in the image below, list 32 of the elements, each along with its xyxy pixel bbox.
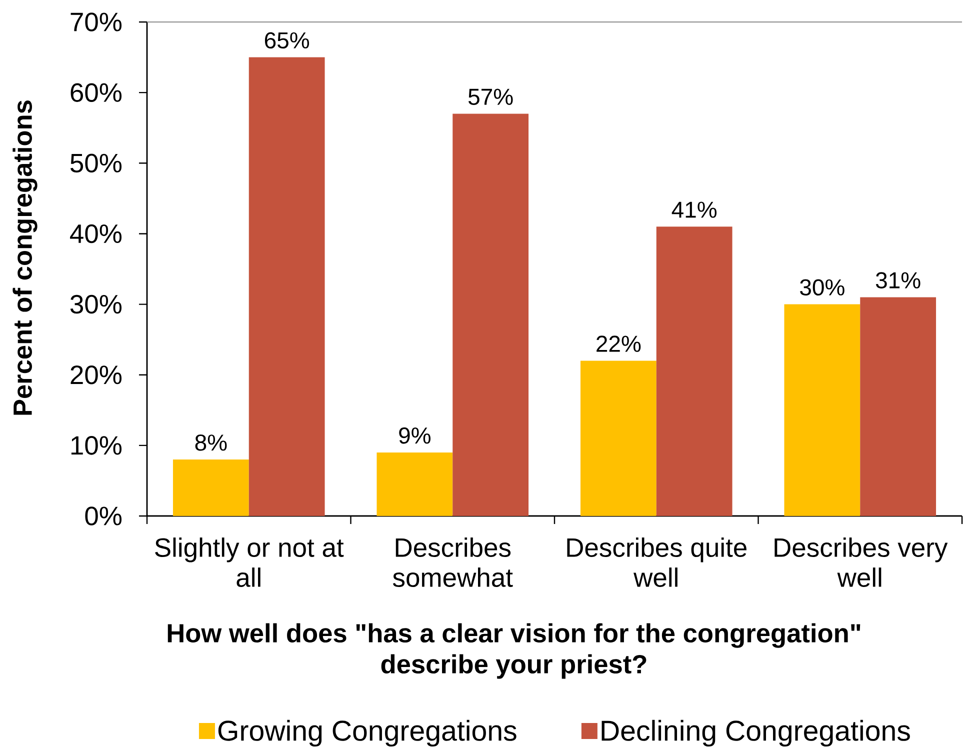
data-label: 9% [399, 427, 430, 444]
data-label: 31% [876, 272, 920, 288]
y-tick-label: 60% [70, 83, 122, 102]
y-axis-title: Percent of congregations [12, 100, 38, 415]
legend-label: Declining Congregations [602, 720, 910, 747]
x-axis-title: How well does "has a clear vision for the congregation" describe your priest? [168, 623, 860, 679]
bar [656, 226, 732, 516]
x-tick-label: Slightly or not at all [155, 538, 344, 588]
x-tick-label: Describes quite well [567, 538, 746, 588]
y-tick-label: 50% [70, 154, 122, 173]
bar [860, 297, 936, 516]
y-tick-label: 30% [70, 294, 122, 314]
y-tick-label: 70% [70, 12, 122, 32]
x-tick-label: Describes somewhat [392, 538, 513, 588]
bar [248, 57, 325, 516]
data-label: 8% [195, 434, 227, 451]
bar [784, 304, 860, 516]
data-label: 22% [596, 336, 641, 352]
data-label: 65% [264, 32, 310, 49]
data-label: 57% [468, 88, 513, 105]
y-tick-label: 10% [71, 436, 122, 455]
y-tick-label: 40% [70, 224, 122, 244]
legend-label: Growing Congregations [218, 720, 516, 747]
data-label: 41% [672, 202, 717, 218]
bar [376, 452, 453, 516]
y-tick-label: 20% [70, 365, 122, 384]
y-tick-label: 0% [85, 506, 122, 526]
bar [172, 460, 249, 516]
data-label: 30% [800, 279, 844, 296]
bar [452, 114, 529, 516]
x-tick-label: Describes very well [774, 538, 948, 588]
bar [580, 360, 656, 516]
